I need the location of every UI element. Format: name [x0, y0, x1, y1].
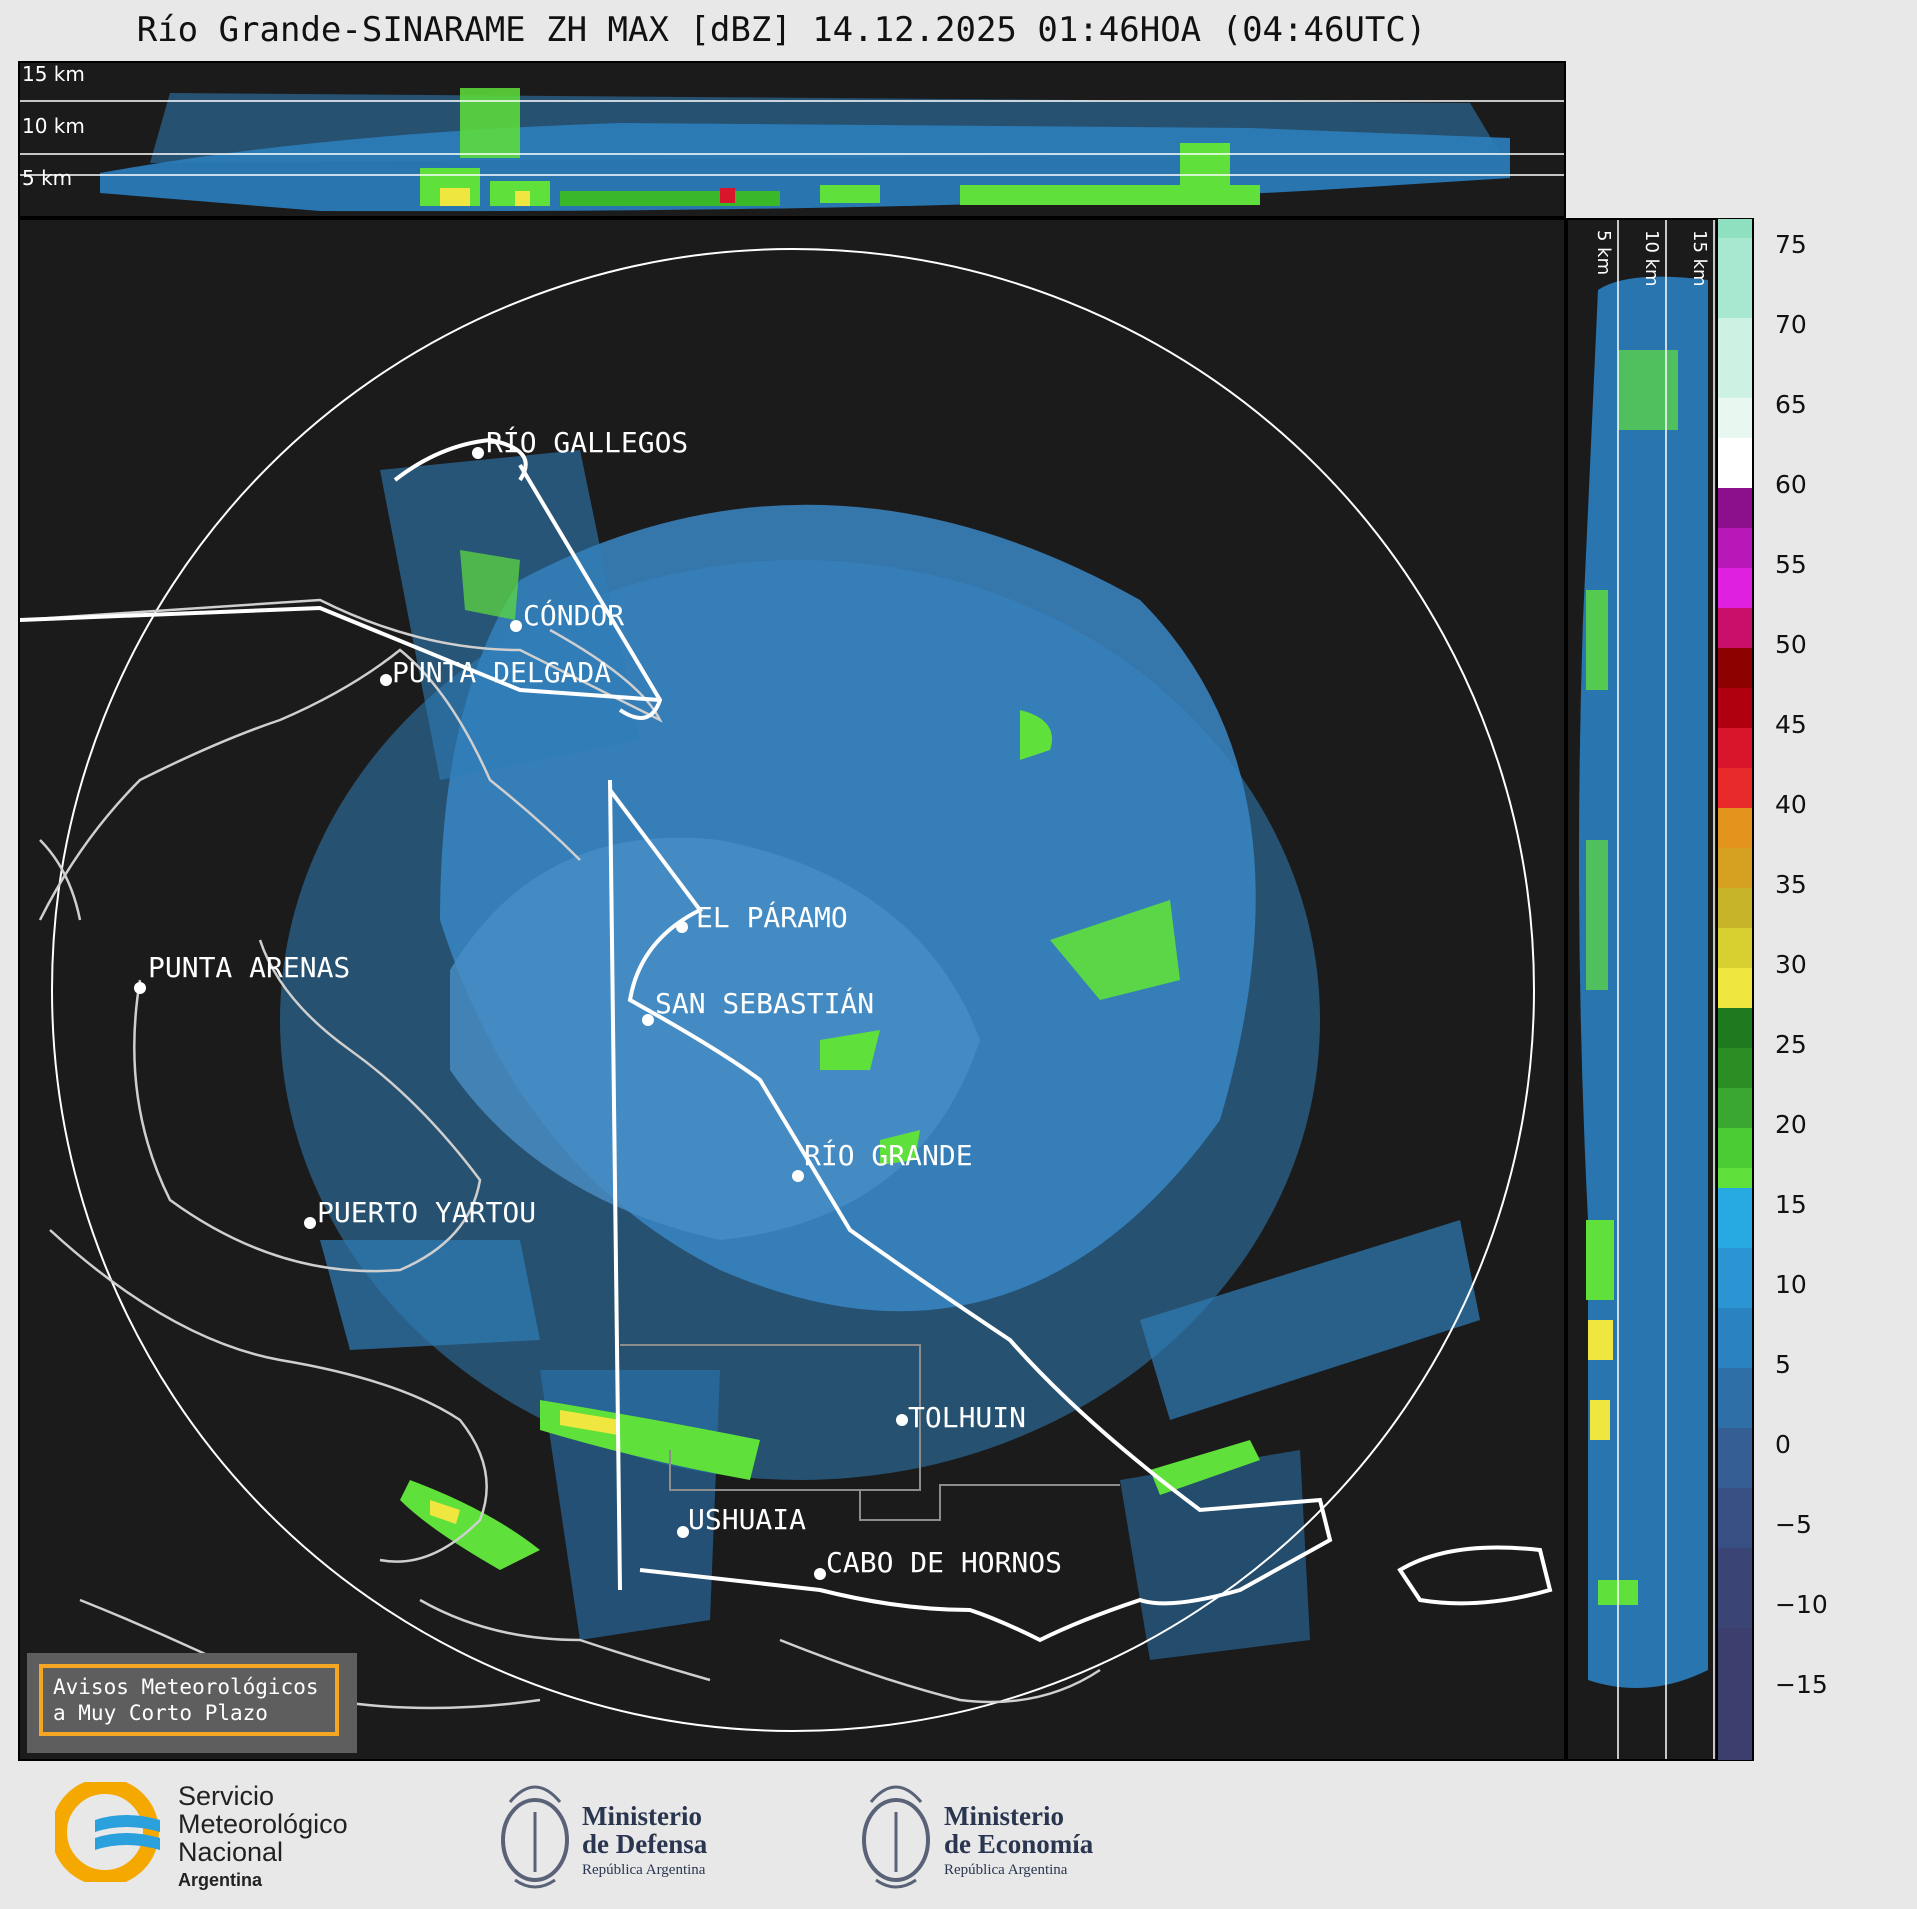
defensa-line-3: República Argentina	[582, 1862, 706, 1878]
city-marker-rio-gallegos	[472, 447, 484, 459]
city-marker-puerto-yartou	[304, 1217, 316, 1229]
avisos-box-inner: Avisos Meteorológicos a Muy Corto Plazo	[39, 1664, 339, 1736]
economia-line-2: de Economía	[944, 1829, 1094, 1859]
top-cross-section-panel: 15 km 10 km 5 km	[18, 61, 1566, 218]
city-marker-condor	[510, 620, 522, 632]
smn-line-2: Meteorológico	[178, 1809, 348, 1839]
height-label-15km: 15 km	[1689, 230, 1710, 287]
top-cross-section-graphic: 15 km 10 km 5 km	[20, 63, 1564, 212]
economia-line-3: República Argentina	[944, 1862, 1068, 1878]
city-label-ushuaia: USHUAIA	[688, 1503, 806, 1536]
economia-line-1: Ministerio	[944, 1801, 1064, 1831]
colorbar	[1716, 218, 1754, 1761]
city-label-punta-arenas: PUNTA ARENAS	[148, 951, 350, 984]
colorbar-tick-35: 35	[1775, 870, 1807, 899]
smn-line-3: Nacional	[178, 1837, 284, 1867]
range-ring	[51, 248, 1535, 1732]
colorbar-tick-65: 65	[1775, 390, 1807, 419]
coastlines	[20, 598, 1101, 1710]
colorbar-tick-70: 70	[1775, 310, 1807, 339]
radar-map-graphic: RÍO GALLEGOS CÓNDOR PUNTA DELGADA EL PÁR…	[20, 248, 1553, 1732]
height-label-10km: 10 km	[22, 114, 85, 138]
city-marker-rio-grande	[792, 1170, 804, 1182]
city-marker-san-sebastian	[642, 1014, 654, 1026]
avisos-line-1: Avisos Meteorológicos	[53, 1675, 319, 1699]
colorbar-tick-50: 50	[1775, 630, 1807, 659]
colorbar-tick-25: 25	[1775, 1030, 1807, 1059]
city-label-rio-gallegos: RÍO GALLEGOS	[486, 425, 688, 459]
height-label-10km: 10 km	[1641, 230, 1662, 287]
economia-logo-text: Ministerio de Economía	[944, 1802, 1093, 1858]
colorbar-tick-minus5: −5	[1775, 1510, 1812, 1539]
avisos-line-2: a Muy Corto Plazo	[53, 1701, 268, 1725]
side-cross-section-panel: 5 km 10 km 15 km	[1566, 218, 1718, 1761]
city-marker-el-paramo	[676, 921, 688, 933]
economia-coat-of-arms-icon	[862, 1785, 930, 1889]
defensa-line-1: Ministerio	[582, 1801, 702, 1831]
smn-logo-text: Servicio Meteorológico Nacional Argentin…	[178, 1782, 348, 1894]
height-label-5km: 5 km	[1593, 230, 1614, 275]
radar-echo	[280, 450, 1480, 1660]
city-label-cabo-de-hornos: CABO DE HORNOS	[826, 1546, 1062, 1579]
side-cross-section-graphic: 5 km 10 km 15 km	[1579, 220, 1715, 1759]
city-label-punta-delgada: PUNTA DELGADA	[392, 656, 611, 689]
radar-map-panel: RÍO GALLEGOS CÓNDOR PUNTA DELGADA EL PÁR…	[18, 218, 1566, 1761]
borders	[20, 437, 1553, 1643]
smn-logo-icon	[55, 1782, 160, 1882]
colorbar-tick-20: 20	[1775, 1110, 1807, 1139]
smn-line-1: Servicio	[178, 1781, 275, 1811]
city-marker-punta-arenas	[134, 982, 146, 994]
city-marker-cabo-de-hornos	[814, 1568, 826, 1580]
city-marker-ushuaia	[677, 1526, 689, 1538]
colorbar-tick-60: 60	[1775, 470, 1807, 499]
colorbar-tick-45: 45	[1775, 710, 1807, 739]
city-label-rio-grande: RÍO GRANDE	[804, 1138, 973, 1172]
defensa-logo-text: Ministerio de Defensa	[582, 1802, 707, 1858]
colorbar-tick-30: 30	[1775, 950, 1807, 979]
city-label-condor: CÓNDOR	[523, 598, 624, 632]
chart-title: Río Grande-SINARAME ZH MAX [dBZ] 14.12.2…	[136, 10, 1427, 50]
colorbar-tick-minus15: −15	[1775, 1670, 1828, 1699]
colorbar-tick-75: 75	[1775, 230, 1807, 259]
defensa-line-2: de Defensa	[582, 1829, 708, 1859]
colorbar-tick-5: 5	[1775, 1350, 1791, 1379]
height-label-15km: 15 km	[22, 63, 85, 86]
colorbar-tick-55: 55	[1775, 550, 1807, 579]
city-marker-punta-delgada	[380, 674, 392, 686]
smn-line-4: Argentina	[178, 1870, 263, 1890]
city-label-san-sebastian: SAN SEBASTIÁN	[655, 986, 874, 1020]
city-label-tolhuin: TOLHUIN	[908, 1401, 1026, 1434]
colorbar-tick-0: 0	[1775, 1430, 1791, 1459]
colorbar-tick-minus10: −10	[1775, 1590, 1828, 1619]
city-label-el-paramo: EL PÁRAMO	[696, 900, 848, 934]
avisos-box: Avisos Meteorológicos a Muy Corto Plazo	[27, 1653, 357, 1753]
colorbar-tick-15: 15	[1775, 1190, 1807, 1219]
height-label-5km: 5 km	[22, 166, 72, 190]
boundaries	[620, 1344, 1120, 1521]
defensa-coat-of-arms-icon	[501, 1785, 569, 1889]
colorbar-tick-40: 40	[1775, 790, 1807, 819]
colorbar-tick-10: 10	[1775, 1270, 1807, 1299]
city-marker-tolhuin	[896, 1414, 908, 1426]
city-markers	[134, 447, 908, 1580]
city-label-puerto-yartou: PUERTO YARTOU	[317, 1196, 536, 1229]
